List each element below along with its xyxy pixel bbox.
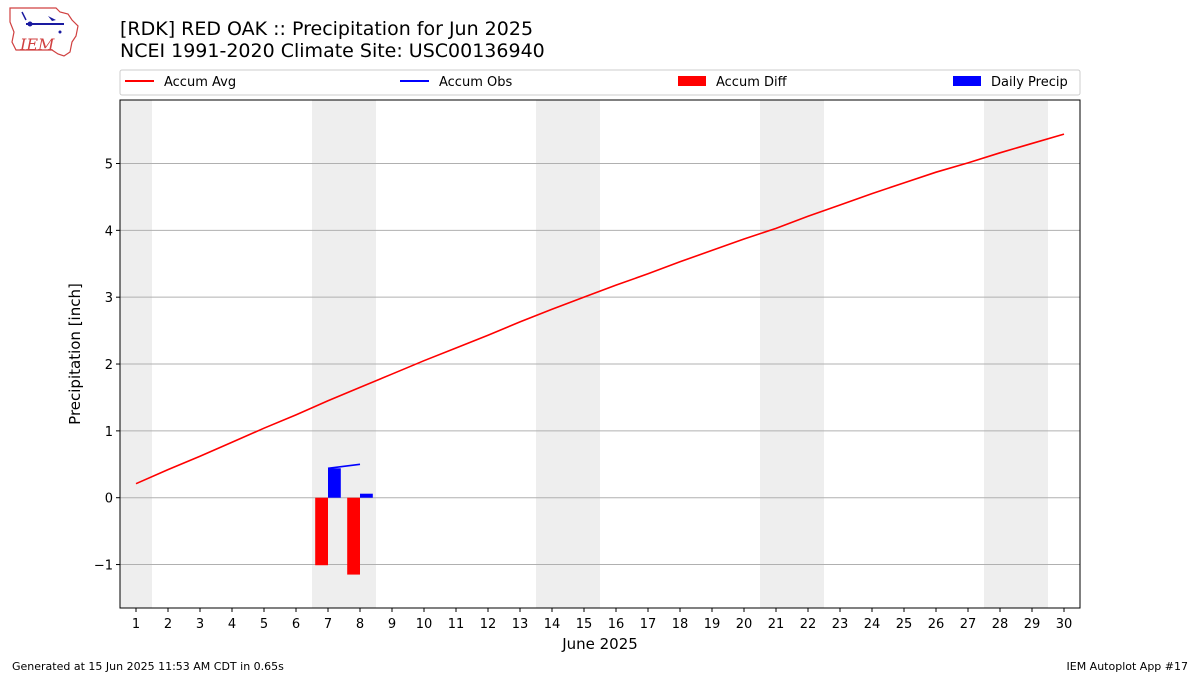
- legend-box: [119, 69, 1081, 96]
- plot-frame: [119, 99, 1081, 609]
- x-tick-label: 1: [132, 617, 140, 632]
- generated-timestamp: Generated at 15 Jun 2025 11:53 AM CDT in…: [12, 660, 284, 673]
- x-tick-label: 12: [480, 617, 497, 632]
- y-tick-label: 0: [105, 492, 113, 507]
- legend-label: Accum Diff: [716, 75, 788, 90]
- x-tick-label: 23: [832, 617, 849, 632]
- svg-text:IEM: IEM: [19, 35, 55, 54]
- x-axis-label: June 2025: [561, 635, 638, 653]
- x-tick-label: 9: [388, 617, 396, 632]
- x-tick-label: 26: [928, 617, 945, 632]
- daily-precip-bar: [360, 493, 373, 498]
- y-axis-label: Precipitation [inch]: [66, 283, 84, 425]
- x-tick-label: 3: [196, 617, 204, 632]
- x-tick-label: 6: [292, 617, 300, 632]
- weekend-band: [120, 100, 152, 608]
- accum-obs-line: [327, 463, 361, 470]
- x-tick-label: 30: [1056, 617, 1073, 632]
- legend-label: Daily Precip: [991, 75, 1068, 90]
- weekend-band: [760, 100, 824, 608]
- app-credit: IEM Autoplot App #17: [1066, 660, 1189, 673]
- legend-swatch: [678, 76, 706, 86]
- weekend-band: [984, 100, 1048, 608]
- x-tick-label: 28: [992, 617, 1009, 632]
- x-tick-label: 2: [164, 617, 172, 632]
- x-tick-label: 18: [672, 617, 689, 632]
- y-tick-label: 5: [105, 158, 113, 173]
- x-tick-label: 16: [608, 617, 625, 632]
- legend: Accum Avg Accum Obs Accum Diff Daily Precip: [119, 69, 1081, 96]
- x-tick-label: 25: [896, 617, 913, 632]
- x-tick-label: 22: [800, 617, 817, 632]
- x-tick-label: 10: [416, 617, 433, 632]
- x-tick-label: 14: [544, 617, 561, 632]
- legend-swatch: [953, 76, 981, 86]
- iem-logo: IEM: [9, 7, 79, 57]
- x-tick-label: 27: [960, 617, 977, 632]
- y-tick-label: 2: [105, 358, 113, 373]
- legend-label: Accum Avg: [164, 75, 236, 90]
- x-tick-label: 11: [448, 617, 465, 632]
- x-tick-label: 17: [640, 617, 657, 632]
- x-tick-label: 5: [260, 617, 268, 632]
- y-tick-label: 3: [105, 291, 113, 306]
- y-tick-label: −1: [94, 559, 113, 574]
- y-tick-label: 4: [105, 224, 113, 239]
- accum-diff-bar: [347, 497, 360, 575]
- x-tick-label: 19: [704, 617, 721, 632]
- accum-avg-line: [135, 133, 1065, 485]
- daily-precip-bar: [328, 468, 341, 498]
- y-tick-label: 1: [105, 425, 113, 440]
- x-tick-label: 24: [864, 617, 881, 632]
- accum-diff-bar: [315, 497, 328, 566]
- x-tick-label: 7: [324, 617, 332, 632]
- weekend-band: [536, 100, 600, 608]
- x-tick-label: 8: [356, 617, 364, 632]
- x-tick-label: 13: [512, 617, 529, 632]
- chart-subtitle: NCEI 1991-2020 Climate Site: USC00136940: [120, 40, 545, 62]
- x-tick-label: 20: [736, 617, 753, 632]
- x-tick-label: 29: [1024, 617, 1041, 632]
- chart-title: [RDK] RED OAK :: Precipitation for Jun 2…: [120, 18, 534, 40]
- legend-label: Accum Obs: [439, 75, 512, 90]
- x-tick-label: 21: [768, 617, 785, 632]
- x-tick-label: 15: [576, 617, 593, 632]
- x-tick-label: 4: [228, 617, 236, 632]
